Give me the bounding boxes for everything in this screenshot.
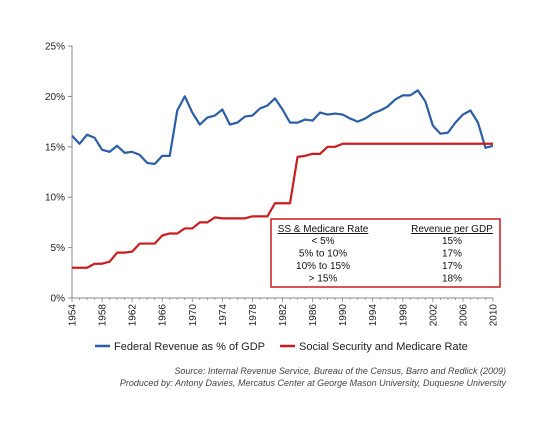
series-line-ss-medicare-rate [72, 142, 493, 269]
x-tick-labels: 1954 1958 1962 1966 1970 1974 1978 1982 1986 1990… [68, 298, 500, 326]
legend: Federal Revenue as % of GDP Social Securi… [95, 341, 468, 353]
inset-table-cell: 5% to 10% [299, 249, 347, 260]
y-tick-label: 5% [51, 243, 66, 254]
inset-table-cell: 10% to 15% [296, 261, 350, 272]
x-tick-label: 2010 [489, 304, 500, 327]
x-tick-label: 1974 [218, 304, 229, 327]
y-tick-label: 25% [45, 42, 65, 53]
x-tick-label: 1978 [248, 304, 259, 327]
x-tick-label: 1970 [188, 304, 199, 327]
legend-label-ss-medicare-rate: Social Security and Medicare Rate [299, 341, 468, 353]
x-tick-label: 1954 [68, 304, 79, 327]
series-lines [71, 89, 494, 269]
x-tick-label: 1958 [98, 304, 109, 327]
x-tick-label: 1994 [368, 304, 379, 327]
x-tick-label: 1998 [398, 304, 409, 327]
inset-table-cell: 17% [442, 249, 462, 260]
source-line: Source: Internal Revenue Service, Bureau… [174, 366, 506, 376]
series-line-federal-revenue [71, 89, 494, 166]
inset-table-cell: < 5% [311, 236, 334, 247]
inset-table-header: Revenue per GDP [411, 224, 493, 235]
inset-table-cell: > 15% [309, 274, 338, 285]
inset-table-cell: 17% [442, 261, 462, 272]
x-tick-label: 2002 [428, 304, 439, 327]
x-tick-label: 2006 [458, 304, 469, 327]
x-tick-label: 1990 [338, 304, 349, 327]
inset-table-cell: 18% [442, 274, 462, 285]
x-tick-label: 1982 [278, 304, 289, 327]
y-tick-label: 10% [45, 193, 65, 204]
x-tick-label: 1962 [128, 304, 139, 327]
inset-table-border [270, 218, 501, 288]
inset-table-header: SS & Medicare Rate [278, 224, 369, 235]
inset-table-cell: 15% [442, 236, 462, 247]
producer-line: Produced by: Antony Davies, Mercatus Cen… [119, 378, 506, 388]
y-tick-labels: 0% 5% 10% 15% 20% 25% [45, 42, 72, 305]
inset-table: SS & Medicare Rate Revenue per GDP < 5% 15%… [270, 218, 501, 288]
y-tick-label: 0% [51, 294, 66, 305]
y-tick-label: 20% [45, 92, 65, 103]
legend-label-federal-revenue: Federal Revenue as % of GDP [114, 341, 265, 353]
y-tick-label: 15% [45, 142, 65, 153]
x-tick-label: 1986 [308, 304, 319, 327]
x-tick-label: 1966 [158, 304, 169, 327]
